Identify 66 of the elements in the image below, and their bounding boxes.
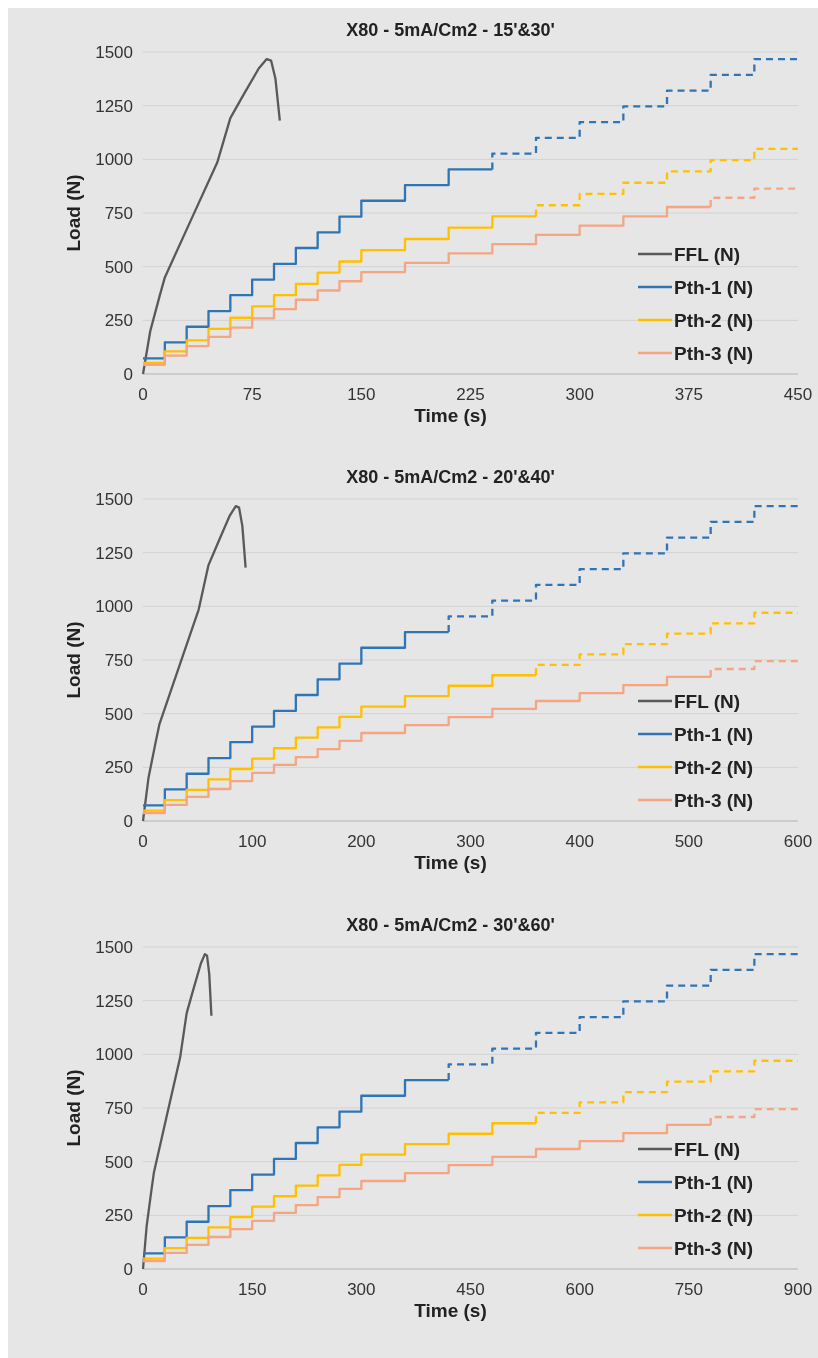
y-tick-label: 1500 [95,489,133,509]
x-tick-label: 100 [237,832,267,851]
x-tick-label: 600 [565,1280,594,1299]
y-tick-label: 500 [104,1152,133,1172]
x-tick-label: 300 [347,1280,376,1299]
y-tick-label: 750 [104,203,133,223]
x-tick-label: 450 [783,385,813,404]
legend-label: Pth-2 (N) [674,756,754,778]
y-tick-label: 500 [104,257,133,277]
y-tick-label: 250 [104,311,133,331]
legend-label: FFL (N) [674,1138,741,1160]
x-tick-label: 750 [674,1280,704,1299]
y-axis-title: Load (N) [63,1069,84,1147]
y-tick-label: 750 [104,650,133,670]
y-tick-label: 0 [123,364,133,384]
legend-label: FFL (N) [674,690,741,712]
x-tick-label: 400 [565,832,594,851]
legend-label: Pth-3 (N) [674,789,754,811]
x-tick-label: 150 [347,385,376,404]
legend-label: Pth-1 (N) [674,276,754,298]
legend-label: Pth-3 (N) [674,342,754,364]
legend-label: Pth-1 (N) [674,1171,754,1193]
y-axis-title: Load (N) [63,621,84,699]
y-tick-label: 1500 [95,937,133,957]
y-tick-label: 250 [104,758,133,778]
line-series [141,57,281,376]
y-tick-label: 1250 [95,96,133,116]
y-axis-title: Load (N) [63,174,84,252]
y-tick-label: 1500 [95,42,133,62]
x-tick-label: 450 [456,1280,485,1299]
legend-label: FFL (N) [674,243,741,265]
x-axis-title: Time (s) [414,1300,487,1321]
x-tick-label: 200 [347,832,376,851]
x-tick-label: 0 [138,1280,148,1299]
y-tick-label: 500 [104,704,133,724]
line-series [141,504,247,823]
x-tick-label: 75 [242,385,262,404]
legend-label: Pth-1 (N) [674,723,754,745]
y-tick-label: 0 [123,811,133,831]
y-tick-label: 250 [104,1206,133,1226]
x-tick-label: 375 [674,385,704,404]
x-tick-label: 225 [456,385,485,404]
chart-title: X80 - 5mA/Cm2 - 15'&30' [346,20,555,40]
chart-title: X80 - 5mA/Cm2 - 30'&60' [346,915,555,935]
x-tick-label: 0 [138,832,148,851]
x-tick-label: 0 [138,385,148,404]
line-series [141,952,213,1271]
x-tick-label: 150 [237,1280,267,1299]
y-tick-label: 1000 [95,150,133,170]
y-tick-label: 0 [123,1259,133,1279]
legend-label: Pth-2 (N) [674,1204,754,1226]
x-tick-label: 300 [456,832,485,851]
x-tick-label: 500 [674,832,704,851]
y-tick-label: 750 [104,1098,133,1118]
legend-label: Pth-2 (N) [674,309,754,331]
x-tick-label: 600 [783,832,813,851]
legend-label: Pth-3 (N) [674,1237,754,1259]
y-tick-label: 1000 [95,1045,133,1065]
x-tick-label: 300 [565,385,594,404]
x-axis-title: Time (s) [414,852,487,873]
chart-title: X80 - 5mA/Cm2 - 20'&40' [346,467,555,487]
y-tick-label: 1250 [95,543,133,563]
y-tick-label: 1250 [95,991,133,1011]
x-axis-title: Time (s) [414,405,487,426]
x-tick-label: 900 [783,1280,813,1299]
y-tick-label: 1000 [95,597,133,617]
